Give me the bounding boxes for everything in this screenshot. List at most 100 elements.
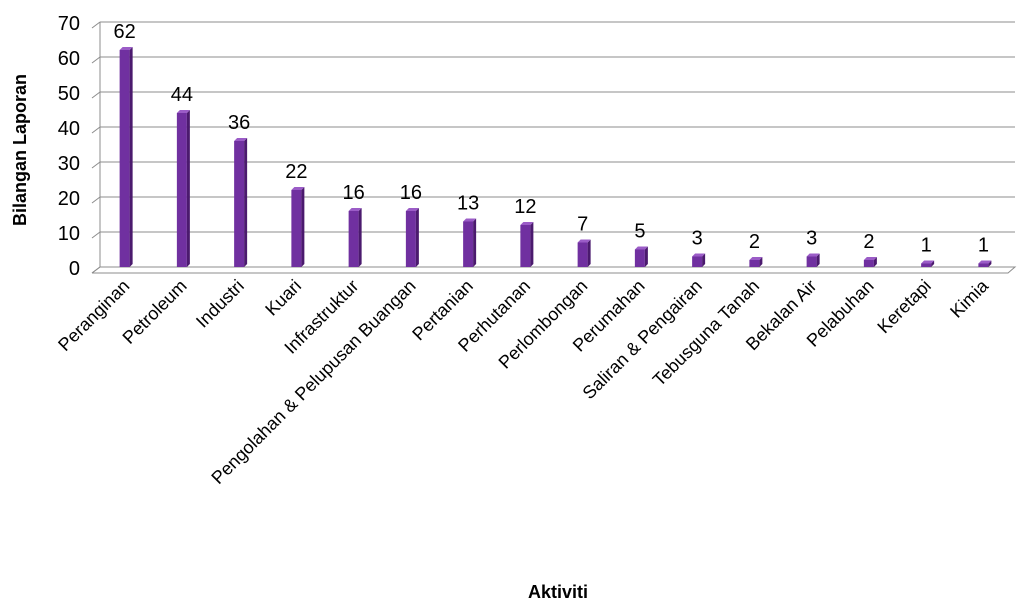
data-label: 7 (577, 214, 588, 236)
data-label: 62 (114, 21, 136, 43)
bar-top (749, 257, 763, 260)
gridline-depth-70 (91, 21, 101, 29)
x-tick-label: Keretapi (873, 276, 935, 338)
bar-side (530, 222, 534, 267)
bar-pengolahan-pelupusan-buangan (405, 208, 419, 267)
bar-petroleum (176, 110, 190, 267)
data-label: 1 (921, 235, 932, 257)
x-tick-label: Kuari (261, 276, 305, 320)
bar-saliran-pengairan (692, 253, 706, 267)
gridline-depth-60 (91, 56, 101, 64)
bar-perhutanan (520, 222, 534, 267)
bar-side (473, 218, 477, 267)
bar-side (816, 253, 820, 267)
bar-front (978, 263, 989, 267)
bar-tebusguna-tanah (749, 257, 763, 267)
data-label: 16 (343, 182, 365, 204)
bar-front (577, 242, 588, 267)
x-tick-label: Pengolahan & Pelupusan Buangan (207, 276, 419, 488)
bar-top (863, 257, 877, 260)
bar-front (692, 256, 703, 267)
data-label: 5 (634, 221, 645, 243)
bar-front (463, 221, 474, 267)
bar-top (234, 138, 248, 141)
bar-top (405, 208, 419, 211)
data-label: 3 (692, 228, 703, 250)
bar-side (702, 253, 706, 267)
data-label: 3 (806, 228, 817, 250)
data-label: 16 (400, 182, 422, 204)
y-tick-label: 10 (58, 223, 80, 245)
y-tick-label: 70 (58, 13, 80, 35)
gridline-depth-50 (91, 91, 101, 99)
x-tick-label: Industri (192, 276, 248, 332)
data-label: 36 (228, 112, 250, 134)
bar-peranginan (119, 47, 133, 267)
bar-infrastruktur (348, 208, 362, 267)
data-label: 1 (978, 235, 989, 257)
bar-front (921, 263, 932, 267)
bar-pelabuhan (863, 257, 877, 267)
bar-side (931, 260, 935, 267)
bar-front (520, 225, 531, 267)
gridline-depth-30 (91, 161, 101, 169)
bar-top (577, 239, 591, 243)
bar-side (759, 257, 763, 267)
axes (91, 22, 1017, 274)
gridline-depth-40 (91, 126, 101, 134)
data-label: 44 (171, 84, 193, 106)
bar-front (634, 249, 645, 267)
bar-front (119, 50, 130, 267)
y-tick-label: 0 (69, 258, 80, 280)
data-label: 2 (749, 231, 760, 253)
bar-top (119, 47, 133, 50)
bar-side (186, 110, 190, 267)
x-tick-label: Tebusguna Tanah (649, 276, 763, 390)
bar-front (291, 190, 302, 267)
bar-front (348, 211, 359, 267)
bar-side (644, 246, 648, 267)
bar-pertanian (463, 218, 477, 267)
x-axis-title: Aktiviti (528, 582, 588, 602)
bar-side (301, 187, 305, 267)
bar-top (978, 260, 992, 264)
bar-kimia (978, 260, 992, 267)
bar-top (291, 187, 305, 190)
bar-perumahan (634, 246, 648, 267)
bar-front (405, 211, 416, 267)
bar-side (129, 47, 133, 267)
bar-front (234, 141, 245, 267)
y-tick-label: 20 (58, 188, 80, 210)
bar-top (348, 208, 362, 211)
y-axis-title: Bilangan Laporan (10, 74, 30, 226)
data-label: 13 (457, 193, 479, 215)
y-tick-label: 30 (58, 153, 80, 175)
bar-side (415, 208, 419, 267)
x-tick-label: Peranginan (54, 276, 133, 355)
bar-side (873, 257, 877, 267)
bar-top (921, 260, 935, 264)
bar-perlombongan (577, 239, 591, 267)
bar-top (692, 253, 706, 257)
bar-top (176, 110, 190, 113)
bar-front (863, 260, 874, 267)
data-labels: 62 44 36 22 16 16 13 12 7 5 3 2 3 2 1 1 (114, 21, 989, 257)
data-label: 22 (285, 161, 307, 183)
x-tick-label: Kimia (946, 275, 993, 322)
y-tick-labels: 0 10 20 30 40 50 60 70 (58, 13, 80, 280)
y-tick-label: 50 (58, 83, 80, 105)
bar-side (988, 260, 992, 267)
gridlines (91, 21, 1015, 274)
bar-bekalan-air (806, 253, 820, 267)
bar-side (358, 208, 362, 267)
gridline-depth-20 (91, 196, 101, 204)
data-label: 2 (863, 231, 874, 253)
bar-industri (234, 138, 248, 267)
bar-keretapi (921, 260, 935, 267)
y-tick-label: 60 (58, 48, 80, 70)
bar-front (749, 260, 760, 267)
bar-side (244, 138, 248, 267)
bar-top (463, 218, 477, 222)
